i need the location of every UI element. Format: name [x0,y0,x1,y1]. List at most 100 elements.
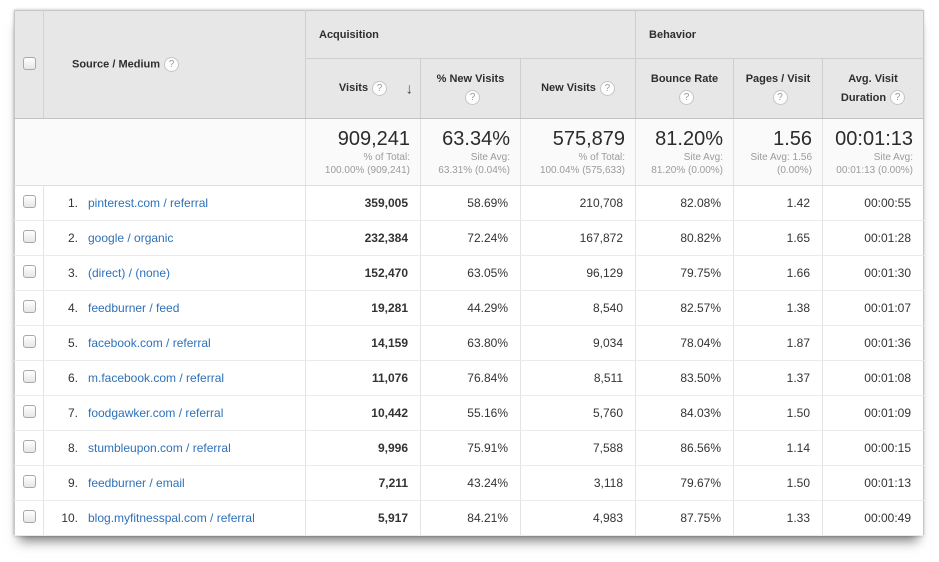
row-index: 7. [67,406,78,420]
table-row: 6. m.facebook.com / referral 11,076 76.84… [14,360,924,396]
row-checkbox[interactable] [22,405,36,418]
table-row: 7. foodgawker.com / referral 10,442 55.16… [14,395,924,431]
source-medium-cell: 8. stumbleupon.com / referral [43,430,306,466]
bounce-rate-cell: 86.56% [635,430,734,466]
pages-visit-cell: 1.66 [733,255,823,291]
pct-new-visits-cell: 63.80% [420,325,521,361]
pct-new-visits-cell: 75.91% [420,430,521,466]
column-header-source-medium[interactable]: Source / Medium? [43,10,306,119]
help-icon[interactable]: ? [679,90,695,106]
help-icon[interactable]: ? [164,57,180,72]
source-medium-cell: 10. blog.myfitnesspal.com / referral [43,500,306,536]
new-visits-cell: 8,511 [519,360,636,396]
row-checkbox[interactable] [22,195,36,208]
pct-new-visits-label: % New Visits [436,72,505,85]
row-index: 4. [67,301,78,315]
source-medium-link[interactable]: pinterest.com / referral [88,196,209,210]
pct-new-visits-cell: 84.21% [420,500,521,536]
source-medium-link[interactable]: m.facebook.com / referral [88,371,225,385]
column-header-pct-new-visits[interactable]: % New Visits? [420,58,521,119]
pages-visit-cell: 1.14 [733,430,823,466]
pages-visit-cell: 1.50 [733,395,823,431]
visits-cell: 5,917 [305,500,421,536]
avg-duration-cell: 00:00:55 [822,185,924,221]
avg-duration-cell: 00:01:30 [822,255,924,291]
pages-visit-cell: 1.37 [733,360,823,396]
row-checkbox[interactable] [22,370,36,383]
new-visits-cell: 8,540 [519,290,636,326]
sort-descending-icon[interactable]: ↓ [405,80,414,97]
visits-cell: 7,211 [305,465,421,501]
bounce-rate-cell: 87.75% [635,500,734,536]
row-checkbox-cell [14,185,44,221]
bounce-rate-cell: 79.67% [635,465,734,501]
pages-visit-cell: 1.50 [733,465,823,501]
row-checkbox[interactable] [22,300,36,313]
row-checkbox[interactable] [22,265,36,278]
summary-new-visits-value: 575,879 [552,127,626,150]
help-icon[interactable]: ? [890,90,906,106]
visits-cell: 11,076 [305,360,421,396]
column-header-visits[interactable]: Visits? ↓ [305,58,421,119]
summary-pages-sub-label: Site Avg: 1.56 [750,151,813,163]
source-medium-link[interactable]: feedburner / feed [88,301,180,315]
summary-visits-value: 909,241 [337,127,410,150]
avg-duration-cell: 00:00:49 [822,500,924,536]
row-checkbox[interactable] [22,440,36,453]
pct-new-visits-cell: 58.69% [420,185,521,221]
pages-visit-cell: 1.38 [733,290,823,326]
source-medium-link[interactable]: blog.myfitnesspal.com / referral [88,511,255,525]
help-icon[interactable]: ? [772,90,788,106]
column-header-avg-visit-duration[interactable]: Avg. Visit Duration? [822,58,924,119]
help-icon[interactable]: ? [599,80,615,96]
row-checkbox-cell [14,430,44,466]
source-medium-link[interactable]: google / organic [88,231,174,245]
bounce-rate-cell: 84.03% [635,395,734,431]
table-row: 2. google / organic 232,384 72.24% 167,87… [14,220,924,256]
summary-pages-visit: 1.56 Site Avg: 1.56 (0.00%) [733,118,823,186]
help-icon[interactable]: ? [372,80,388,96]
column-header-bounce-rate[interactable]: Bounce Rate? [635,58,734,119]
row-index: 8. [67,441,78,455]
new-visits-cell: 4,983 [519,500,636,536]
source-medium-cell: 1. pinterest.com / referral [43,185,306,221]
visits-cell: 9,996 [305,430,421,466]
row-checkbox[interactable] [22,230,36,243]
summary-visits: 909,241 % of Total: 100.00% (909,241) [305,118,421,186]
source-medium-link[interactable]: stumbleupon.com / referral [88,441,231,455]
column-header-pages-visit[interactable]: Pages / Visit? [733,58,823,119]
header-group-row: Source / Medium? Acquisition Behavior [14,10,924,119]
select-all-checkbox-cell [14,10,44,119]
source-medium-link[interactable]: foodgawker.com / referral [88,406,224,420]
row-checkbox-cell [14,325,44,361]
row-checkbox[interactable] [22,475,36,488]
column-header-new-visits[interactable]: New Visits? [519,58,636,119]
source-medium-link[interactable]: (direct) / (none) [88,266,171,280]
summary-pct-new-sub-value: 63.31% (0.04%) [438,164,510,176]
row-index: 5. [67,336,78,350]
help-icon[interactable]: ? [465,90,480,106]
summary-duration-value: 00:01:13 [835,127,914,150]
visits-cell: 19,281 [305,290,421,326]
select-all-checkbox[interactable] [22,56,36,70]
avg-duration-cell: 00:01:36 [822,325,924,361]
source-medium-link[interactable]: feedburner / email [88,476,185,490]
visits-cell: 10,442 [305,395,421,431]
bounce-rate-cell: 83.50% [635,360,734,396]
summary-pct-new-sub-label: Site Avg: [470,151,510,163]
table-row: 1. pinterest.com / referral 359,005 58.69… [14,185,924,221]
row-checkbox-cell [14,290,44,326]
row-index: 6. [67,371,78,385]
row-checkbox[interactable] [22,510,36,523]
avg-duration-cell: 00:01:09 [822,395,924,431]
new-visits-cell: 5,760 [519,395,636,431]
visits-cell: 14,159 [305,325,421,361]
new-visits-cell: 96,129 [519,255,636,291]
avg-visit-duration-label: Avg. Visit Duration [840,72,898,104]
source-medium-link[interactable]: facebook.com / referral [88,336,211,350]
summary-visits-sub-value: 100.00% (909,241) [324,164,410,176]
visits-cell: 359,005 [305,185,421,221]
summary-duration-sub-label: Site Avg: [873,151,914,163]
row-checkbox[interactable] [22,335,36,348]
row-checkbox-cell [14,220,44,256]
